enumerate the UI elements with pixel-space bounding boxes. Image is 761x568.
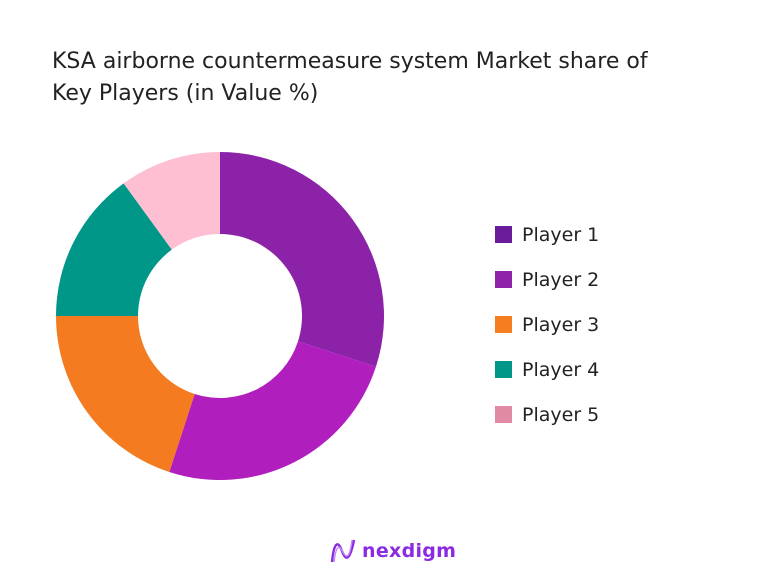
legend-label: Player 3 — [522, 313, 600, 336]
legend-item: Player 4 — [495, 347, 599, 392]
legend-label: Player 5 — [522, 403, 600, 426]
legend-item: Player 3 — [495, 302, 599, 347]
legend-item: Player 5 — [495, 392, 599, 437]
legend-swatch — [495, 226, 512, 243]
legend-label: Player 1 — [522, 223, 600, 246]
legend-swatch — [495, 361, 512, 378]
legend-swatch — [495, 406, 512, 423]
donut-slice-4 — [56, 183, 172, 316]
legend-swatch — [495, 271, 512, 288]
legend-swatch — [495, 316, 512, 333]
logo-text: nexdigm — [362, 540, 457, 562]
legend-item: Player 1 — [495, 212, 599, 257]
chart-title: KSA airborne countermeasure system Marke… — [52, 49, 648, 106]
legend-label: Player 4 — [522, 358, 600, 381]
legend-item: Player 2 — [495, 257, 599, 302]
donut-slice-3 — [55, 316, 195, 472]
nexdigm-logo: nexdigm — [330, 538, 456, 564]
donut-slice-2 — [169, 341, 376, 480]
legend: Player 1 Player 2 Player 3 Player 4 Player 5 — [495, 212, 599, 437]
nexdigm-logo-icon — [330, 539, 356, 563]
donut-slice-1 — [220, 152, 384, 367]
donut-slice-5 — [123, 152, 220, 250]
legend-label: Player 2 — [522, 268, 600, 291]
